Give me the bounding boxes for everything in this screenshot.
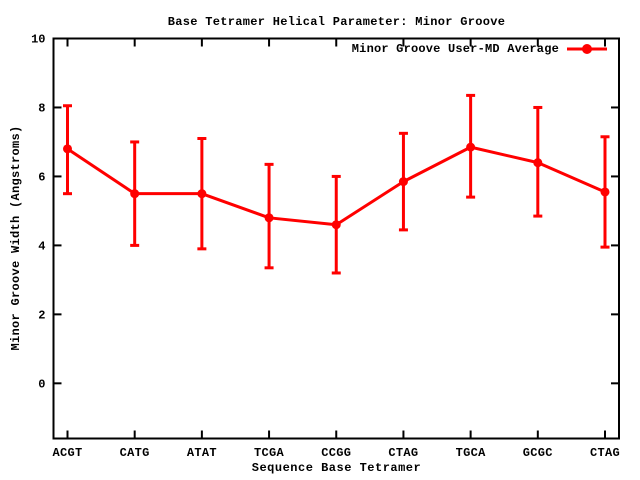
- x-tick-label: GCGC: [523, 446, 553, 460]
- data-point-marker: [197, 189, 207, 199]
- x-tick-label: CTAG: [590, 446, 620, 460]
- legend-series-sample-icon: [567, 44, 607, 54]
- y-tick-label: 6: [38, 170, 45, 184]
- data-point-marker: [130, 189, 140, 199]
- data-point-marker: [466, 142, 476, 152]
- data-point-marker: [533, 158, 543, 168]
- x-axis-label: Sequence Base Tetramer: [251, 461, 422, 475]
- y-tick-label: 10: [31, 33, 45, 47]
- x-tick-label: CCGG: [321, 446, 351, 460]
- data-point-marker: [63, 144, 72, 154]
- y-tick-label: 2: [38, 308, 45, 322]
- data-point-marker: [264, 213, 274, 223]
- x-tick-label: ATAT: [187, 446, 217, 460]
- x-tick-label: CATG: [120, 446, 150, 460]
- y-tick-label: 8: [38, 101, 45, 115]
- data-point-marker: [331, 220, 341, 230]
- x-tick-label: CTAG: [388, 446, 418, 460]
- y-tick-label: 0: [38, 377, 45, 391]
- y-tick-label: 4: [38, 239, 45, 253]
- data-point-marker: [398, 177, 408, 187]
- chart-title: Base Tetramer Helical Parameter: Minor G…: [167, 15, 506, 29]
- x-tick-label: TCGA: [254, 446, 285, 460]
- x-tick-label: ACGT: [52, 446, 82, 460]
- x-tick-label: TGCA: [456, 446, 487, 460]
- data-point-marker: [600, 187, 610, 197]
